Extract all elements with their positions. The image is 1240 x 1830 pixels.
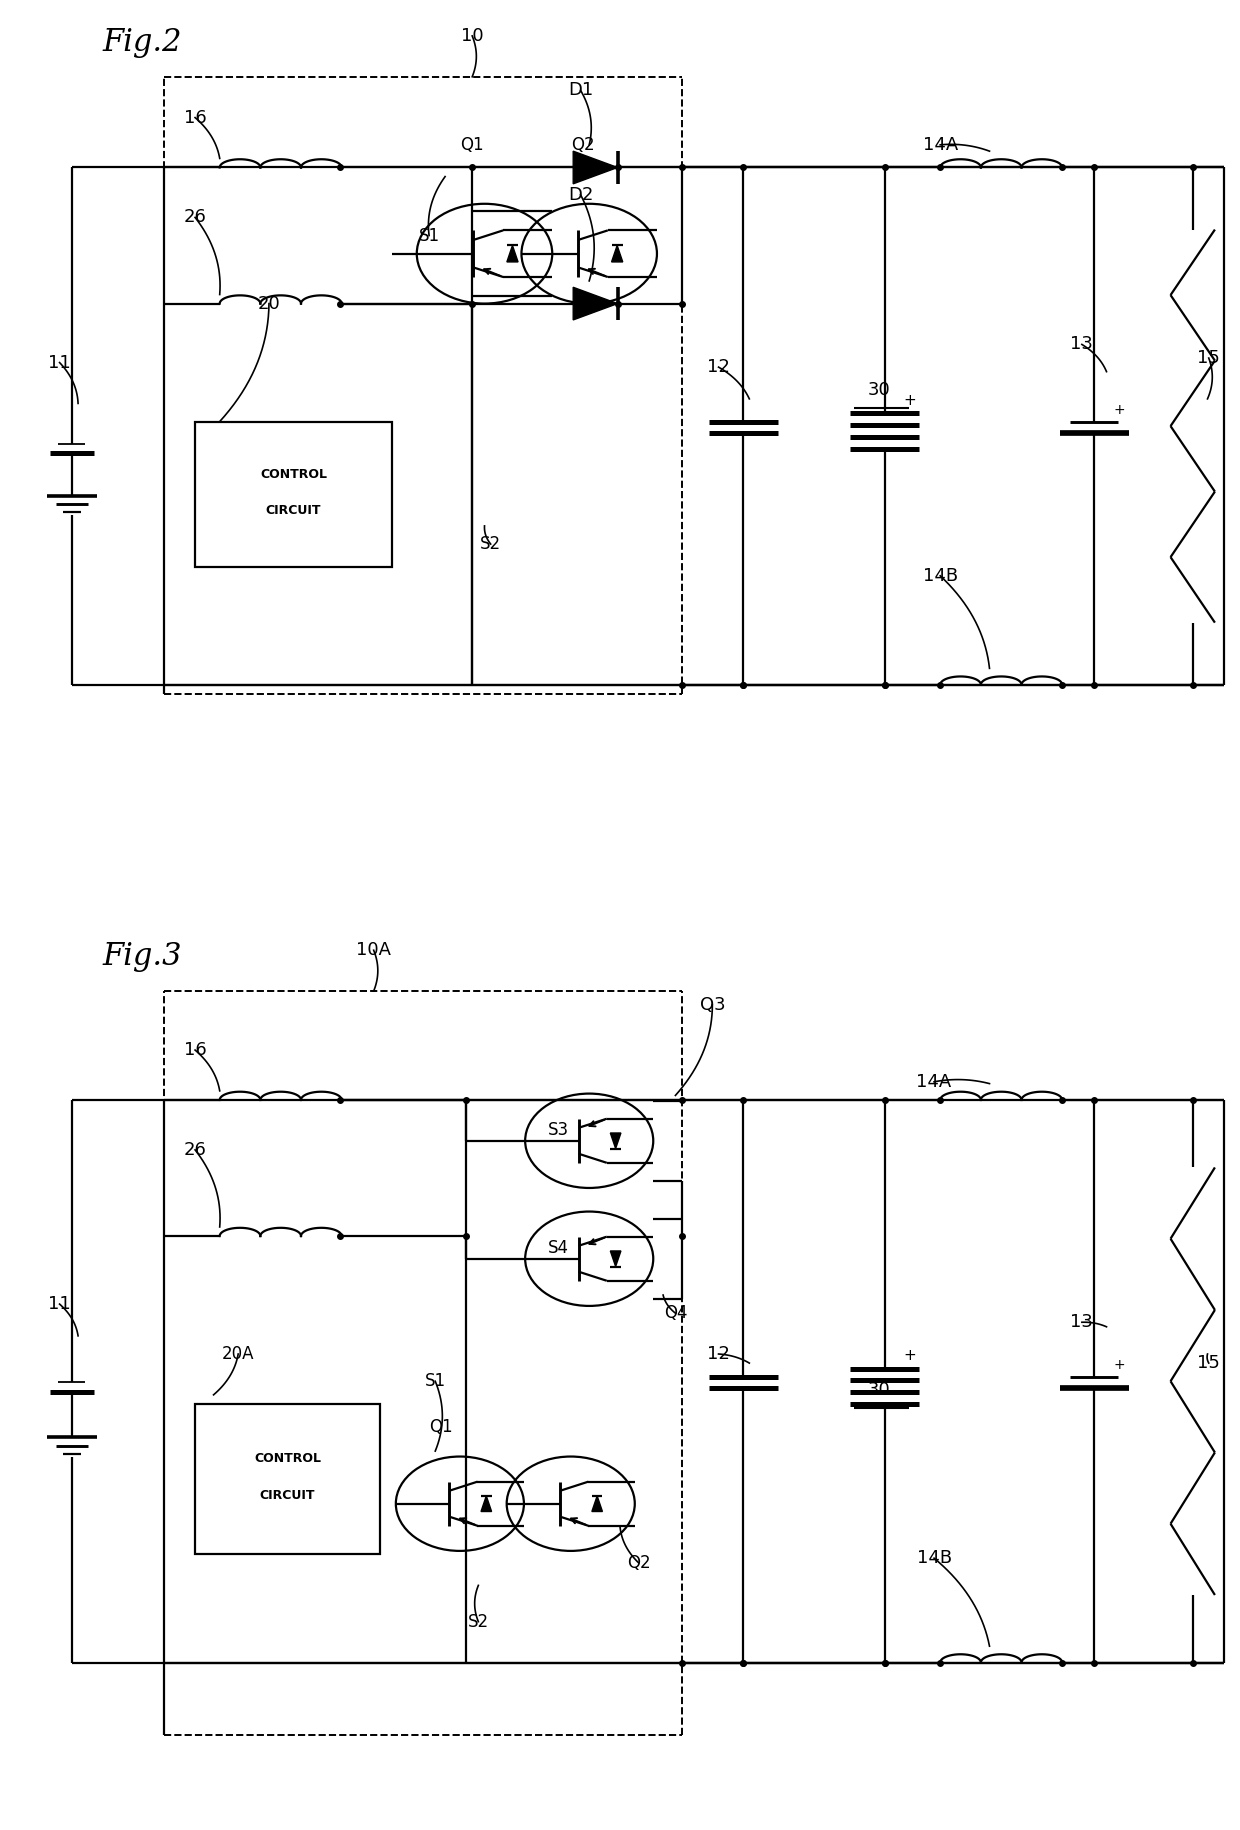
Text: Fig.3: Fig.3 — [103, 941, 182, 972]
Text: D1: D1 — [568, 81, 593, 99]
Text: S3: S3 — [548, 1122, 569, 1138]
Text: 26: 26 — [184, 1140, 207, 1158]
Polygon shape — [610, 1133, 621, 1149]
Text: +: + — [1114, 1358, 1125, 1372]
Text: Q2: Q2 — [626, 1554, 650, 1572]
Text: Q1: Q1 — [460, 135, 484, 154]
Text: CIRCUIT: CIRCUIT — [259, 1488, 315, 1502]
Text: 16: 16 — [184, 1041, 206, 1060]
Polygon shape — [573, 287, 618, 320]
Text: 11: 11 — [48, 353, 71, 371]
Text: 14B: 14B — [916, 1550, 951, 1566]
Text: 11: 11 — [48, 1296, 71, 1314]
Text: Q4: Q4 — [663, 1305, 687, 1321]
Text: 15: 15 — [1198, 350, 1220, 368]
Text: +: + — [903, 1349, 916, 1363]
Text: 26: 26 — [184, 209, 207, 227]
Text: Q1: Q1 — [429, 1418, 454, 1435]
Text: 15: 15 — [1198, 1354, 1220, 1372]
Text: S2: S2 — [467, 1612, 489, 1631]
Text: 10: 10 — [461, 27, 484, 46]
Text: S1: S1 — [424, 1372, 446, 1391]
Text: +: + — [1114, 403, 1125, 417]
Text: S2: S2 — [480, 534, 501, 553]
Text: 13: 13 — [1070, 335, 1094, 353]
Text: 12: 12 — [707, 359, 730, 377]
Text: CONTROL: CONTROL — [260, 468, 327, 481]
Text: 10A: 10A — [356, 941, 391, 959]
Text: 13: 13 — [1070, 1314, 1094, 1330]
Text: 20: 20 — [258, 295, 280, 313]
Text: S1: S1 — [419, 227, 440, 245]
Text: Q3: Q3 — [699, 996, 725, 1014]
Polygon shape — [573, 152, 618, 183]
Text: +: + — [903, 393, 916, 408]
Text: 14A: 14A — [916, 1072, 951, 1091]
Text: CONTROL: CONTROL — [254, 1453, 321, 1466]
Text: 16: 16 — [184, 108, 206, 126]
Polygon shape — [481, 1495, 491, 1512]
Text: D2: D2 — [568, 185, 593, 203]
Polygon shape — [591, 1495, 603, 1512]
Text: 20A: 20A — [222, 1345, 254, 1363]
Text: CIRCUIT: CIRCUIT — [265, 503, 321, 516]
Text: 30: 30 — [867, 1382, 890, 1400]
Text: Q2: Q2 — [572, 135, 595, 154]
Polygon shape — [507, 245, 518, 262]
Text: 14B: 14B — [923, 567, 957, 586]
Text: 12: 12 — [707, 1345, 730, 1363]
Text: 30: 30 — [867, 381, 890, 399]
Text: 14A: 14A — [923, 135, 957, 154]
Polygon shape — [611, 245, 622, 262]
Text: S4: S4 — [548, 1239, 569, 1257]
Text: Fig.2: Fig.2 — [103, 27, 182, 59]
Polygon shape — [610, 1252, 621, 1266]
